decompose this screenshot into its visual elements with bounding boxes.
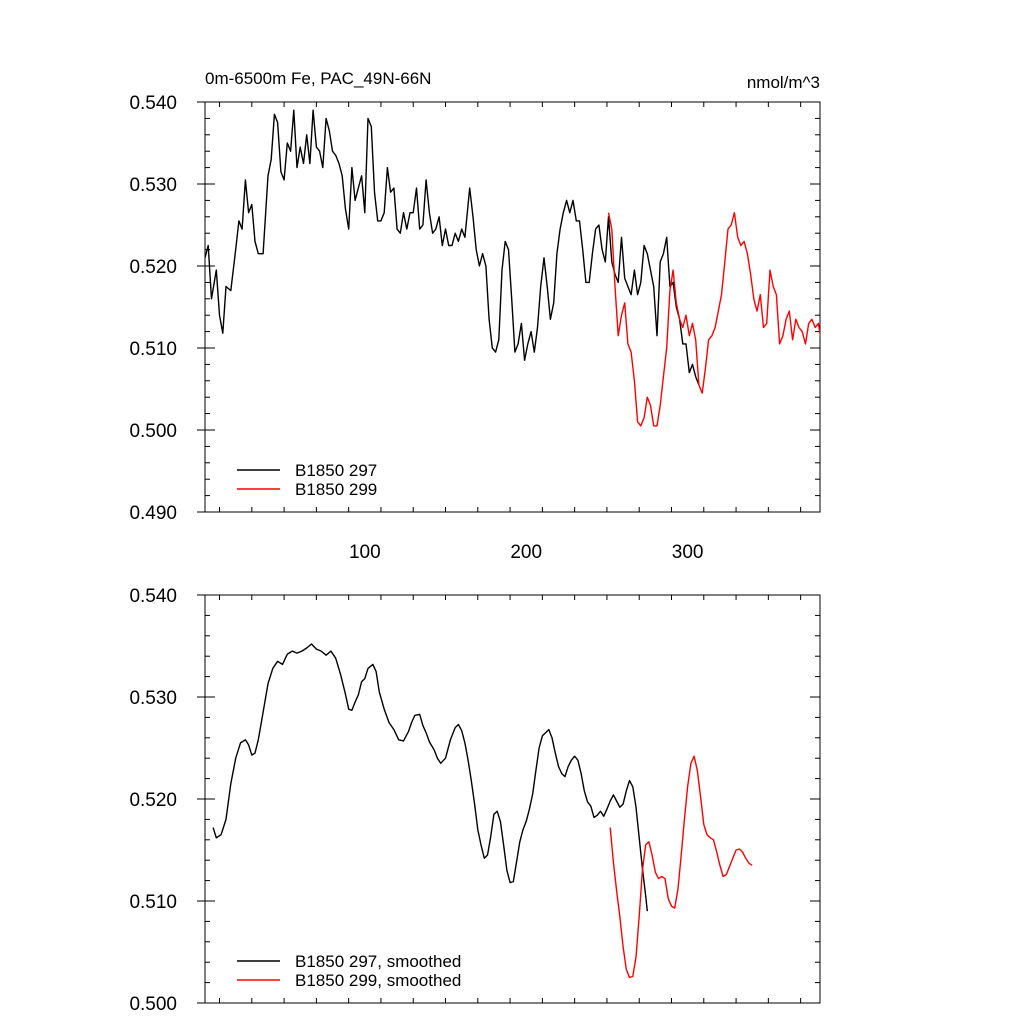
legend-label: B1850 299, smoothed bbox=[295, 971, 461, 990]
x-tick-label: 200 bbox=[510, 542, 542, 563]
y-tick-label: 0.500 bbox=[129, 994, 177, 1015]
legend-label: B1850 297, smoothed bbox=[295, 952, 461, 971]
y-tick-label: 0.530 bbox=[129, 688, 177, 709]
units-label: nmol/m^3 bbox=[747, 73, 820, 92]
y-tick-label: 0.540 bbox=[129, 586, 177, 607]
top-panel: 100 200 300 0.490 0.500 0.510 0.520 0.530 0.540 0… bbox=[129, 69, 821, 563]
bottom-panel: 0.500 0.510 0.520 0.530 0.540 B1850 297, smoo… bbox=[129, 586, 821, 1015]
legend-label: B1850 299 bbox=[295, 480, 377, 499]
series-line-1 bbox=[205, 109, 700, 386]
series-line-2 bbox=[607, 212, 820, 427]
y-tick-label: 0.510 bbox=[129, 892, 177, 913]
y-tick-label: 0.490 bbox=[129, 503, 177, 524]
y-tick-label: 0.500 bbox=[129, 421, 177, 442]
series-line-1 bbox=[212, 643, 648, 912]
y-tick-label: 0.520 bbox=[129, 790, 177, 811]
x-tick-label: 100 bbox=[349, 542, 381, 563]
x-tick-label: 300 bbox=[672, 542, 704, 563]
y-tick-label: 0.510 bbox=[129, 339, 177, 360]
chart-title: 0m-6500m Fe, PAC_49N-66N bbox=[205, 69, 431, 88]
plot-frame bbox=[204, 101, 821, 513]
y-tick-label: 0.540 bbox=[129, 93, 177, 114]
y-tick-label: 0.520 bbox=[129, 257, 177, 278]
legend-label: B1850 297 bbox=[295, 461, 377, 480]
y-tick-label: 0.530 bbox=[129, 175, 177, 196]
series-line-2 bbox=[609, 755, 753, 979]
plot-frame bbox=[204, 594, 821, 1004]
